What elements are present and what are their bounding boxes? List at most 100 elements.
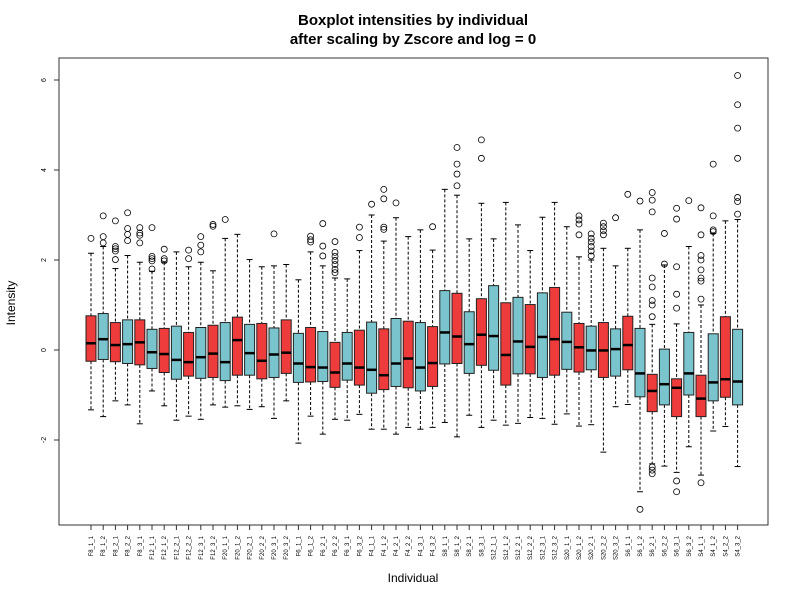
outlier-point	[160, 257, 168, 265]
outlier-point	[319, 252, 327, 260]
outlier-point	[587, 252, 595, 260]
iqr-box	[170, 325, 182, 380]
chart-title-line-2: after scaling by Zscore and log = 0	[290, 31, 536, 48]
x-tick-label: F6_3_1	[345, 535, 351, 556]
iqr-box	[463, 311, 475, 374]
iqr-box	[146, 328, 158, 369]
x-axis: F8_1_1 F8_1_2 F8_2_1 F8_2_2 F8_3_1 F12_1_1 F12…	[89, 525, 742, 560]
outlier-point	[673, 215, 680, 223]
x-tick-label: F20_2_2	[260, 535, 266, 559]
outlier-point	[697, 204, 705, 212]
box-F8_1_2	[97, 212, 109, 418]
x-tick-label: S8_1_1	[443, 535, 449, 556]
outlier-point	[319, 242, 327, 250]
box-S6_3_1	[671, 204, 683, 496]
outlier-point	[270, 230, 278, 238]
box-S12_2_1	[512, 224, 524, 424]
box-S20_2_1	[585, 230, 597, 426]
iqr-box	[610, 328, 622, 377]
x-tick-label: F4_3_2	[431, 535, 437, 556]
box-F6_2_2	[329, 238, 341, 420]
outlier-point	[673, 304, 680, 312]
box-F20_2_2	[256, 266, 268, 408]
x-tick-label: S4_1_1	[699, 535, 705, 556]
outlier-point	[587, 238, 595, 246]
iqr-box	[488, 285, 500, 371]
box-F8_1_1	[85, 234, 97, 411]
outlier-point	[734, 154, 741, 162]
outlier-point	[612, 214, 619, 222]
boxes-layer	[85, 72, 744, 513]
x-tick-label: S12_2_2	[528, 535, 534, 560]
outlier-point	[587, 247, 595, 255]
outlier-point	[600, 227, 607, 235]
iqr-box	[158, 327, 170, 373]
outlier-point	[575, 216, 583, 224]
outlier-point	[136, 231, 144, 239]
iqr-box	[634, 327, 646, 398]
box-F20_3_2	[280, 264, 292, 402]
box-S20_3_2	[610, 214, 622, 408]
iqr-box	[719, 316, 731, 398]
outlier-point	[185, 246, 193, 254]
box-S12_1_1	[488, 238, 500, 421]
x-tick-label: S4_3_2	[736, 535, 742, 556]
x-tick-label: S20_1_2	[577, 535, 583, 560]
iqr-box	[683, 331, 695, 396]
x-tick-label: S8_3_1	[479, 535, 485, 556]
outlier-point	[673, 290, 680, 298]
outlier-point	[148, 224, 156, 232]
outlier-point	[124, 209, 131, 217]
outlier-point	[697, 274, 705, 282]
outlier-point	[734, 124, 741, 132]
box-F8_3_1	[134, 224, 146, 425]
box-S6_3_2	[683, 197, 695, 448]
iqr-box	[109, 322, 121, 363]
outlier-point	[99, 212, 107, 220]
outlier-point	[453, 160, 461, 168]
x-tick-label: F6_2_1	[321, 535, 327, 556]
iqr-box	[292, 332, 304, 383]
box-S6_1_1	[622, 190, 634, 405]
x-tick-label: S20_3_2	[614, 535, 620, 560]
iqr-box	[97, 313, 109, 360]
x-tick-label: S6_1_2	[638, 535, 644, 556]
outlier-point	[197, 233, 205, 241]
outlier-point	[209, 222, 217, 230]
box-S4_3_2	[732, 72, 744, 468]
iqr-box	[512, 296, 524, 375]
iqr-box	[402, 320, 414, 389]
box-F6_3_2	[353, 223, 365, 415]
outlier-point	[331, 257, 339, 264]
outlier-point	[453, 182, 461, 190]
outlier-point	[734, 198, 741, 205]
iqr-box	[475, 298, 487, 366]
outlier-point	[600, 219, 607, 227]
outlier-point	[661, 230, 668, 237]
outlier-point	[307, 238, 315, 246]
outlier-point	[453, 144, 461, 151]
outlier-point	[734, 194, 741, 201]
outlier-point	[112, 247, 119, 255]
iqr-box	[85, 315, 97, 362]
iqr-box	[366, 321, 378, 394]
box-F12_2_2	[183, 246, 195, 417]
outlier-point	[697, 277, 705, 285]
box-F4_3_1	[414, 229, 426, 430]
box-F4_1_1	[366, 200, 378, 430]
x-tick-label: S12_1_1	[492, 535, 498, 560]
outlier-point	[734, 72, 741, 79]
x-tick-label: F8_3_1	[138, 535, 144, 556]
box-F20_1_2	[231, 233, 243, 407]
x-tick-label: S8_1_2	[455, 535, 461, 556]
iqr-box	[268, 327, 280, 378]
x-tick-label: F20_1_1	[223, 535, 229, 559]
outlier-point	[355, 234, 363, 241]
outlier-point	[697, 256, 705, 264]
x-tick-label: S6_2_1	[650, 535, 656, 556]
outlier-point	[331, 252, 339, 260]
iqr-box	[207, 324, 219, 378]
outlier-point	[197, 248, 205, 256]
outlier-point	[331, 269, 339, 277]
